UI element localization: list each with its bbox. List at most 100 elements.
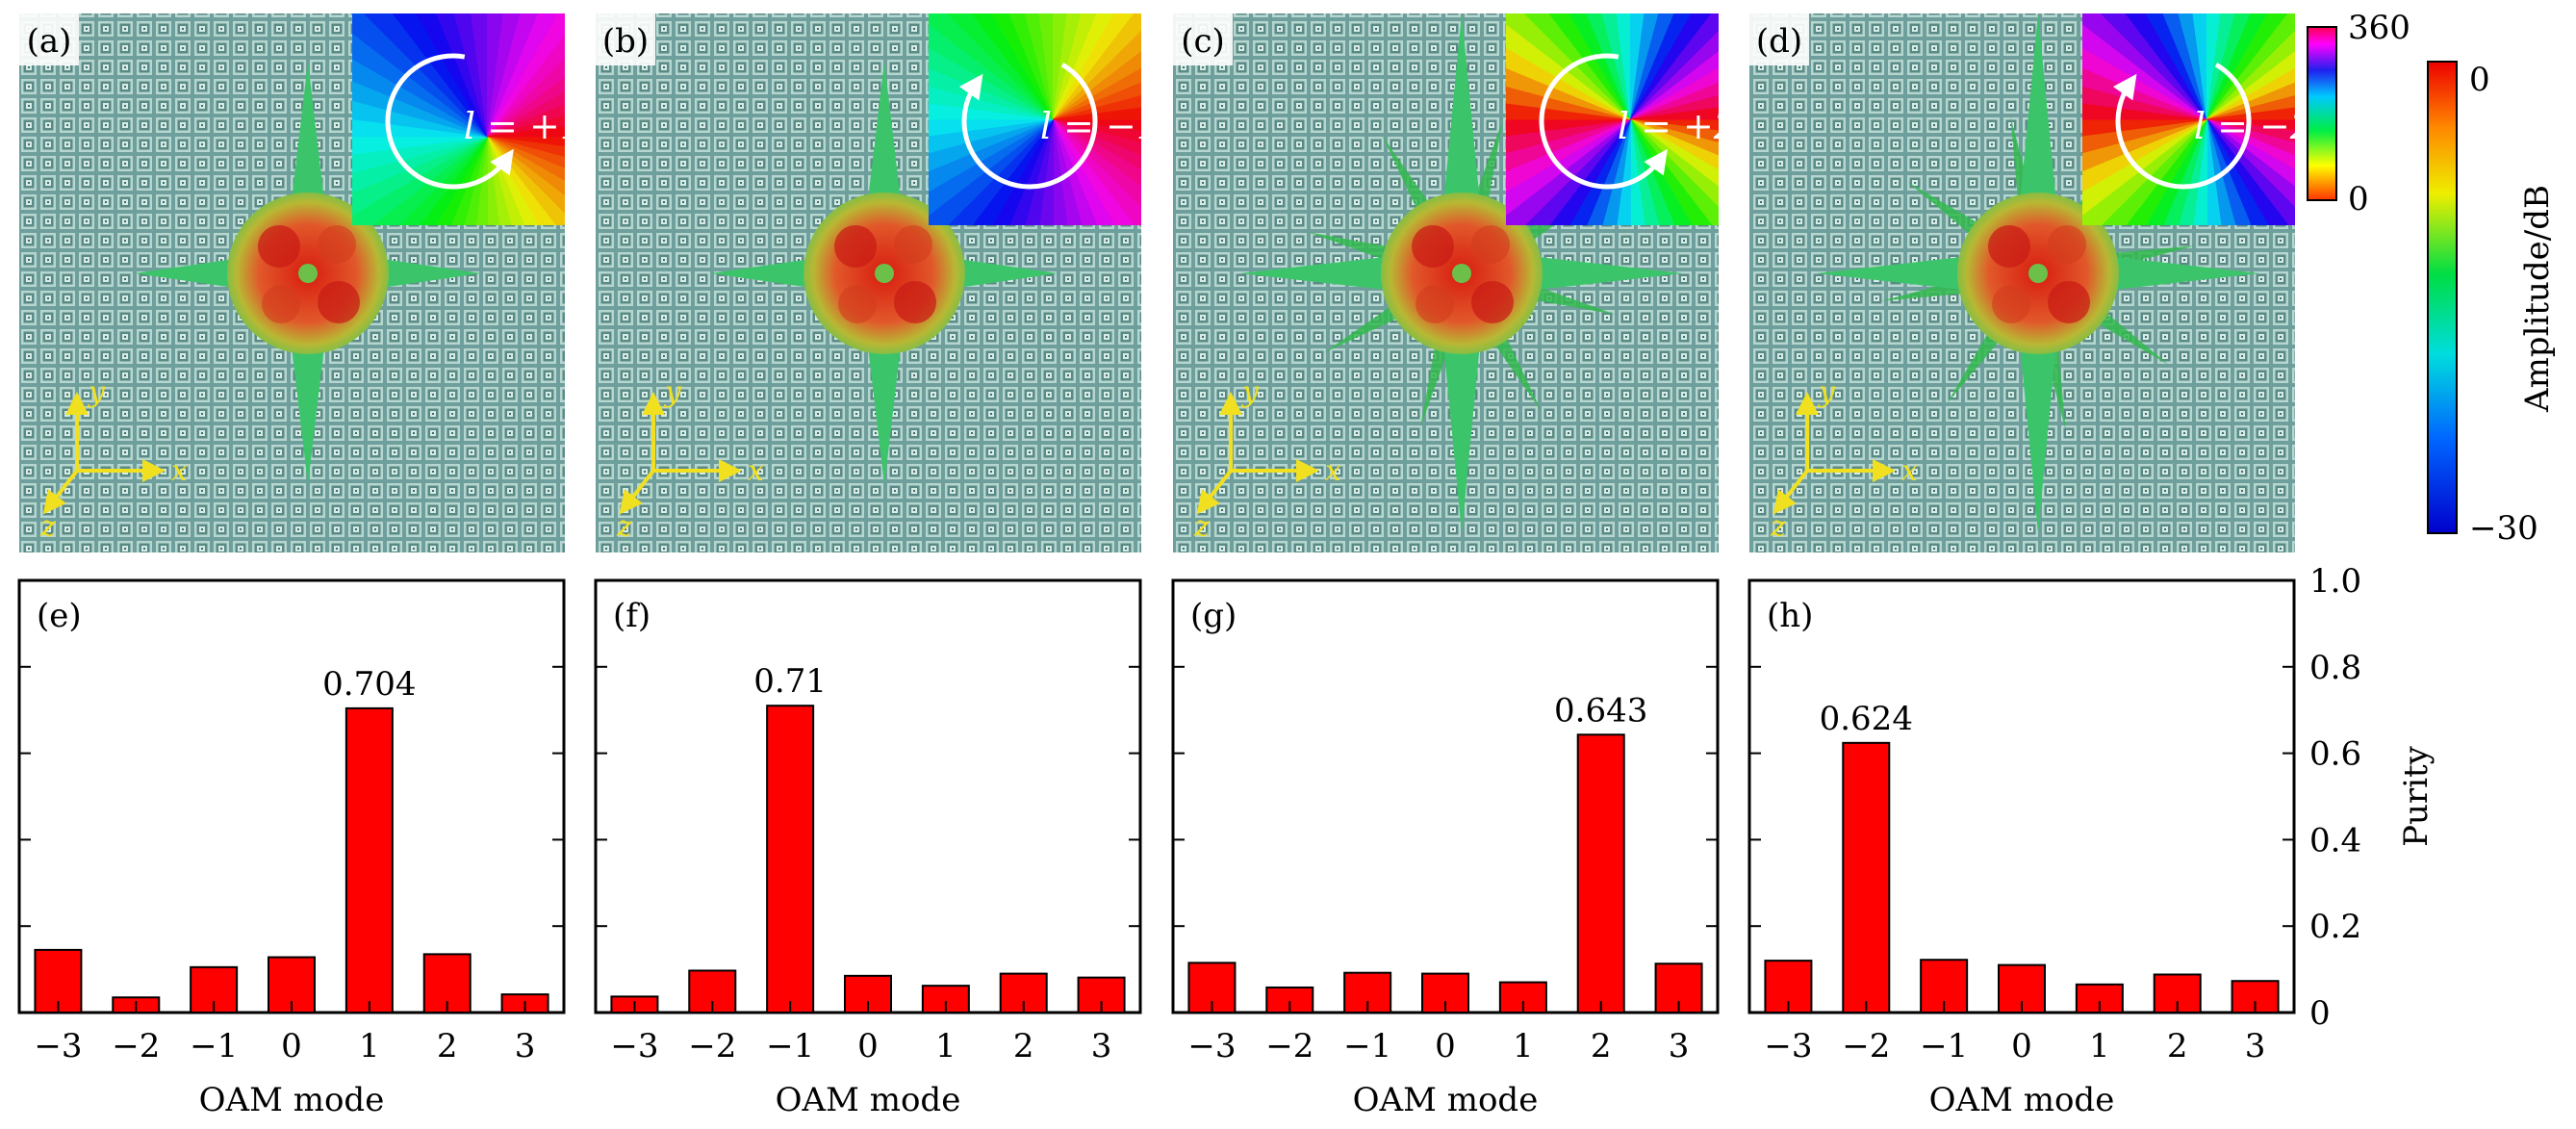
topological-charge-label: l = −2 xyxy=(2194,105,2313,147)
radiation-pattern xyxy=(711,62,1058,485)
coordinate-axes-icon: y x z xyxy=(1193,375,1341,544)
y-tick-label: 0 xyxy=(2309,994,2331,1033)
phase-colorbar: 360 0 xyxy=(2307,9,2410,218)
bar xyxy=(766,705,815,1014)
phase-distribution-inset: l = −2 xyxy=(2082,13,2313,225)
x-axis-title: OAM mode xyxy=(1353,1081,1539,1119)
y-tick-label: 0.8 xyxy=(2309,649,2361,687)
panel-label: (b) xyxy=(602,22,649,61)
x-tick-label: 3 xyxy=(515,1027,536,1065)
x-tick-label: −2 xyxy=(1265,1027,1314,1065)
rotation-arrow-icon xyxy=(385,53,514,190)
simulation-panel: l = −2 (d) y x z xyxy=(1749,13,2313,552)
panel-label: (c) xyxy=(1181,22,1225,61)
rotation-arrow-icon xyxy=(958,62,1098,190)
x-axis-title: OAM mode xyxy=(1929,1081,2115,1119)
radiation-pattern xyxy=(1240,13,1683,533)
simulation-panel: l = −1 (b) y x z xyxy=(596,13,1160,552)
bar-chart: (e) −3 −2 −1 0 1 2 3 0.704 OAM mode xyxy=(17,578,566,1119)
bar xyxy=(1576,733,1625,1014)
x-tick-label: 0 xyxy=(857,1027,879,1065)
x-tick-label: 1 xyxy=(935,1027,956,1065)
axis-x-label: x xyxy=(1901,454,1918,488)
amplitude-colorbar: 0 −30 Amplitude/dB xyxy=(2427,61,2557,548)
coordinate-axes-icon: y x z xyxy=(616,375,764,544)
radiation-pattern xyxy=(135,62,481,485)
x-tick-label: −1 xyxy=(190,1027,238,1065)
rotation-arrow-icon xyxy=(1539,53,1668,190)
radiation-pattern xyxy=(1817,13,2259,533)
x-tick-label: 1 xyxy=(2089,1027,2110,1065)
x-tick-label: 1 xyxy=(1513,1027,1534,1065)
panel-label: (g) xyxy=(1190,597,1237,635)
axis-y-label: y xyxy=(663,375,682,409)
panel-label: (a) xyxy=(27,22,72,61)
value-annotation: 0.643 xyxy=(1554,691,1647,730)
axis-z-label: z xyxy=(1770,510,1786,544)
y-axis-title: Purity xyxy=(2397,745,2436,847)
coordinate-axes-icon: y x z xyxy=(1770,375,1918,544)
x-tick-label: −3 xyxy=(34,1027,82,1065)
panel-label: (e) xyxy=(37,597,82,635)
x-tick-label: −3 xyxy=(610,1027,658,1065)
x-tick-label: 2 xyxy=(2167,1027,2188,1065)
phase-distribution-inset: l = −1 xyxy=(929,13,1160,225)
chart-frame xyxy=(594,578,1142,1014)
value-annotation: 0.704 xyxy=(322,665,416,704)
panel-label: (d) xyxy=(1756,22,1802,61)
x-tick-label: 3 xyxy=(1091,1027,1112,1065)
x-tick-label: 0 xyxy=(2011,1027,2032,1065)
axis-x-label: x xyxy=(1325,454,1341,488)
x-axis-title: OAM mode xyxy=(776,1081,961,1119)
bar xyxy=(2153,973,2202,1014)
x-tick-label: −2 xyxy=(112,1027,160,1065)
x-tick-label: 0 xyxy=(281,1027,302,1065)
topological-charge-label: l = +2 xyxy=(1618,105,1737,147)
y-tick-label: 0.2 xyxy=(2309,908,2361,946)
axis-x-label: x xyxy=(171,454,188,488)
bar xyxy=(1842,741,1891,1014)
rotation-arrow-icon xyxy=(2112,62,2252,190)
bar-chart: (f) −3 −2 −1 0 1 2 3 0.71 OAM mode xyxy=(594,578,1142,1119)
phase-distribution-inset: l = +1 xyxy=(352,13,583,225)
value-annotation: 0.71 xyxy=(753,662,827,701)
chart-frame xyxy=(1747,578,2296,1014)
x-tick-label: 2 xyxy=(1591,1027,1612,1065)
x-tick-label: 3 xyxy=(1669,1027,1690,1065)
amplitude-title: Amplitude/dB xyxy=(2518,185,2557,413)
topological-charge-label: l = −1 xyxy=(1040,105,1160,147)
x-tick-label: 1 xyxy=(359,1027,380,1065)
x-tick-label: −3 xyxy=(1764,1027,1812,1065)
axis-z-label: z xyxy=(1193,510,1210,544)
value-annotation: 0.624 xyxy=(1820,700,1913,738)
y-tick-label: 1.0 xyxy=(2309,562,2361,601)
x-axis-title: OAM mode xyxy=(199,1081,385,1119)
amplitude-min-label: −30 xyxy=(2469,509,2538,548)
axis-z-label: z xyxy=(616,510,632,544)
axis-x-label: x xyxy=(748,454,764,488)
x-tick-label: −1 xyxy=(1920,1027,1968,1065)
simulation-panel: l = +1 (a) y x z xyxy=(19,13,583,552)
x-tick-label: −2 xyxy=(1842,1027,1890,1065)
x-tick-label: −2 xyxy=(688,1027,736,1065)
bar xyxy=(344,706,394,1014)
amplitude-max-label: 0 xyxy=(2469,61,2490,99)
phase-distribution-inset: l = +2 xyxy=(1506,13,1737,225)
axis-y-label: y xyxy=(1817,375,1836,409)
phase-max-label: 360 xyxy=(2348,9,2410,47)
x-tick-label: −1 xyxy=(766,1027,814,1065)
chart-frame xyxy=(17,578,566,1014)
axis-z-label: z xyxy=(39,510,56,544)
panel-label: (h) xyxy=(1767,597,1813,635)
y-tick-label: 0.4 xyxy=(2309,821,2361,860)
bar-chart: (h) −3 −2 −1 0 1 2 3 0.624 OAM mode 0 0.2 0.4 0.6 0.8 1… xyxy=(1747,562,2436,1119)
x-tick-label: −1 xyxy=(1343,1027,1391,1065)
panel-label: (f) xyxy=(613,597,650,635)
x-tick-label: 2 xyxy=(437,1027,458,1065)
x-tick-label: 0 xyxy=(1435,1027,1456,1065)
y-tick-label: 0.6 xyxy=(2309,735,2361,774)
chart-frame xyxy=(1171,578,1720,1014)
axis-y-label: y xyxy=(1240,375,1260,409)
x-tick-label: 2 xyxy=(1013,1027,1034,1065)
